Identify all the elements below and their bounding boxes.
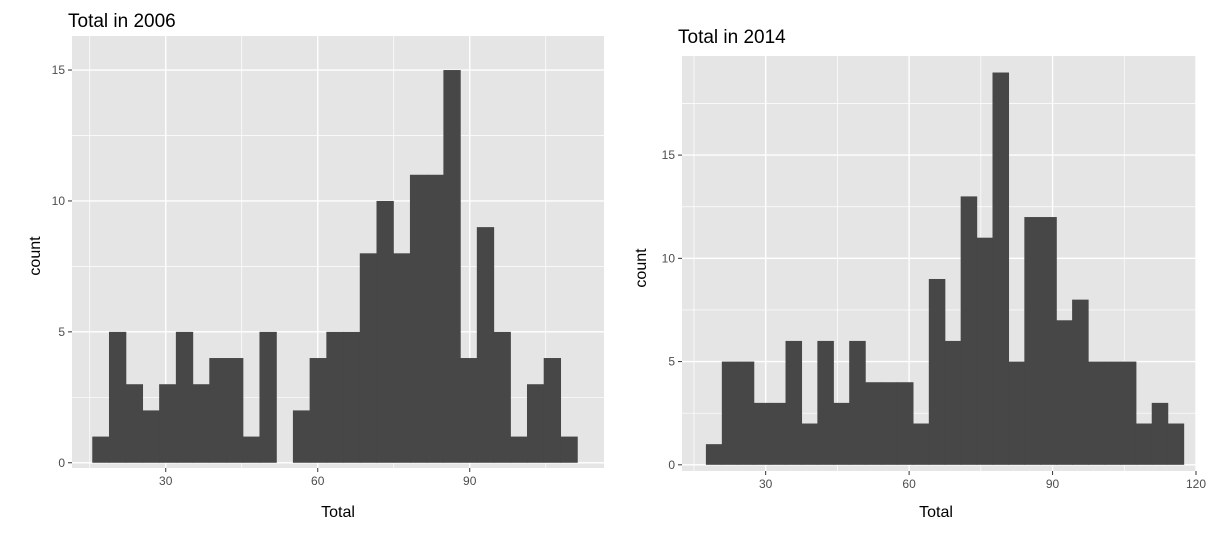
chart-title: Total in 2006 <box>68 11 176 32</box>
y-tick-label: 0 <box>58 456 65 470</box>
histogram-bar <box>992 72 1010 465</box>
bars <box>92 70 578 463</box>
bars <box>705 72 1185 465</box>
histogram-bar <box>1167 423 1185 465</box>
histogram-bar <box>833 402 850 465</box>
y-tick-label: 5 <box>668 355 675 369</box>
histogram-bar <box>526 384 545 463</box>
x-tick-label: 30 <box>759 477 773 491</box>
histogram-bar <box>259 331 277 463</box>
y-tick-label: 10 <box>52 194 66 208</box>
histogram-bar <box>460 358 478 463</box>
y-tick-label: 0 <box>668 458 675 472</box>
x-axis-title: Total <box>321 504 355 521</box>
histogram-bar <box>817 340 834 465</box>
histogram-bar <box>343 331 361 463</box>
histogram-bar <box>1008 361 1025 465</box>
histogram-bar <box>359 253 378 463</box>
x-tick-label: 90 <box>1046 477 1060 491</box>
y-axis-title: count <box>27 236 44 276</box>
histogram-bar <box>960 196 978 465</box>
histogram-bar <box>376 200 394 463</box>
histogram-2006: Total in 2006 30 60 90 0 5 10 15 Total count <box>27 11 604 521</box>
histogram-bar <box>705 444 723 465</box>
histogram-bar <box>242 436 261 463</box>
x-tick-label: 60 <box>311 474 325 488</box>
histogram-bar <box>849 340 866 465</box>
histogram-bar <box>326 331 344 463</box>
histogram-bar <box>226 358 244 463</box>
histogram-bar <box>142 410 160 463</box>
histogram-bar <box>543 358 562 463</box>
histogram-bar <box>944 340 962 465</box>
x-ticks: 30 60 90 120 <box>759 471 1206 491</box>
histogram-bar <box>1103 361 1121 465</box>
histogram-bar <box>865 382 882 465</box>
histogram-bar <box>426 174 444 463</box>
histogram-bar <box>175 331 194 463</box>
histogram-bar <box>510 436 528 463</box>
histogram-bar <box>1151 402 1169 465</box>
y-ticks: 0 5 10 15 <box>52 63 72 470</box>
chart-title: Total in 2014 <box>678 27 786 48</box>
histogram-bar <box>928 278 946 465</box>
histogram-bar <box>1135 423 1153 465</box>
histogram-bar <box>1072 299 1089 465</box>
y-tick-label: 5 <box>58 325 65 339</box>
histogram-bar <box>1024 217 1041 465</box>
x-ticks: 30 60 90 <box>159 468 477 488</box>
histogram-bar <box>192 384 210 463</box>
histogram-bar <box>1088 361 1105 465</box>
histogram-2014: Total in 2014 30 60 90 120 0 5 10 15 Total cou… <box>633 27 1206 521</box>
x-tick-label: 120 <box>1186 477 1206 491</box>
x-axis-title: Total <box>919 504 953 521</box>
histogram-bar <box>92 436 110 463</box>
histogram-bar <box>309 358 327 463</box>
x-tick-label: 90 <box>463 474 477 488</box>
histogram-bar <box>801 423 818 465</box>
histogram-bar <box>159 384 177 463</box>
histogram-bar <box>976 237 994 465</box>
histogram-bar <box>443 70 461 463</box>
histogram-bar <box>721 361 739 465</box>
y-axis-title: count <box>633 248 650 288</box>
y-tick-label: 15 <box>52 63 66 77</box>
histogram-bar <box>881 382 898 465</box>
histogram-bar <box>1056 320 1073 465</box>
histogram-bar <box>409 174 428 463</box>
histogram-bar <box>896 382 914 465</box>
histogram-bar <box>292 410 311 463</box>
histogram-bar <box>209 358 227 463</box>
x-tick-label: 60 <box>902 477 916 491</box>
histogram-bar <box>493 331 511 463</box>
histogram-bar <box>737 361 755 465</box>
x-tick-label: 30 <box>159 474 173 488</box>
histogram-bar <box>125 384 144 463</box>
y-tick-label: 15 <box>662 148 676 162</box>
histogram-bar <box>1040 217 1057 465</box>
histogram-bar <box>560 436 578 463</box>
y-tick-label: 10 <box>662 251 676 265</box>
histogram-bar <box>785 340 803 465</box>
histogram-bar <box>393 253 411 463</box>
y-ticks: 0 5 10 15 <box>662 148 682 472</box>
histogram-bar <box>769 402 787 465</box>
histogram-bar <box>108 331 127 463</box>
histogram-bar <box>912 423 930 465</box>
histogram-bar <box>1119 361 1137 465</box>
histogram-bar <box>753 402 771 465</box>
histogram-bar <box>476 227 495 463</box>
